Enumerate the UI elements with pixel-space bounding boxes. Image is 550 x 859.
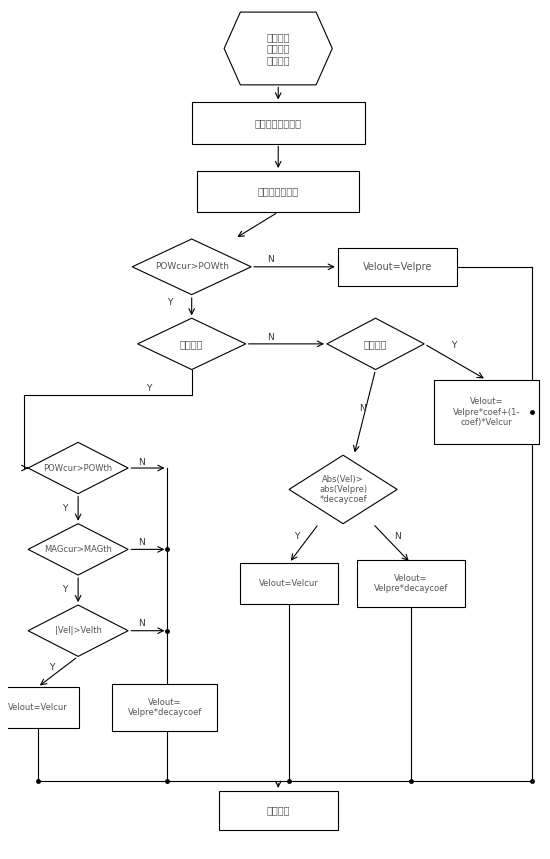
Text: MAGcur>MAGth: MAGcur>MAGth [44,545,112,554]
Text: Velout=Velcur: Velout=Velcur [259,579,319,588]
Polygon shape [132,239,251,295]
Bar [197,171,359,212]
Text: 速度反向: 速度反向 [180,339,204,349]
Text: Y: Y [62,585,67,594]
Bar [0,687,79,728]
Text: 上一帧数
据与本帧
数据获得: 上一帧数 据与本帧 数据获得 [266,32,290,65]
Text: POWcur>POWth: POWcur>POWth [43,464,113,472]
Text: Abs(Vel)>
abs(Velpre)
*decaycoef: Abs(Vel)> abs(Velpre) *decaycoef [319,474,367,504]
Text: N: N [267,332,273,342]
Polygon shape [138,318,246,369]
Text: N: N [267,255,273,265]
Polygon shape [28,524,128,575]
Text: N: N [139,538,145,547]
Text: Velout=Velcur: Velout=Velcur [8,704,68,712]
Bar [434,381,539,444]
Text: 结果输出: 结果输出 [266,806,290,815]
Text: N: N [139,458,145,466]
Text: Velout=
Velpre*decaycoef: Velout= Velpre*decaycoef [373,574,448,594]
Text: Velout=
Velpre*decaycoef: Velout= Velpre*decaycoef [128,698,202,717]
Polygon shape [327,318,424,369]
Text: 计算帧相关系数: 计算帧相关系数 [257,186,299,197]
Text: Y: Y [62,503,67,513]
Bar [356,560,465,607]
Text: N: N [139,619,145,629]
Text: N: N [359,404,365,412]
Text: Y: Y [50,663,55,672]
Text: Y: Y [294,532,300,541]
Polygon shape [289,455,397,524]
Text: Y: Y [146,384,151,393]
Text: Velout=Velpre: Velout=Velpre [362,262,432,271]
Bar [219,791,338,830]
Text: Y: Y [452,341,456,350]
Text: POWcur>POWth: POWcur>POWth [155,262,229,271]
Text: |Vel|>Velth: |Vel|>Velth [54,626,102,635]
Bar [112,685,217,731]
Polygon shape [224,12,332,85]
Text: N: N [394,532,400,541]
Bar [240,563,338,604]
Text: 获得当前系统帧率: 获得当前系统帧率 [255,118,302,128]
Text: Velout=
Velpre*coef+(1-
coef)*Velcur: Velout= Velpre*coef+(1- coef)*Velcur [453,398,520,427]
Bar [192,102,365,143]
Text: 相关模式: 相关模式 [364,339,387,349]
Bar [338,248,456,286]
Text: Y: Y [167,298,173,308]
Polygon shape [28,605,128,656]
Polygon shape [28,442,128,494]
